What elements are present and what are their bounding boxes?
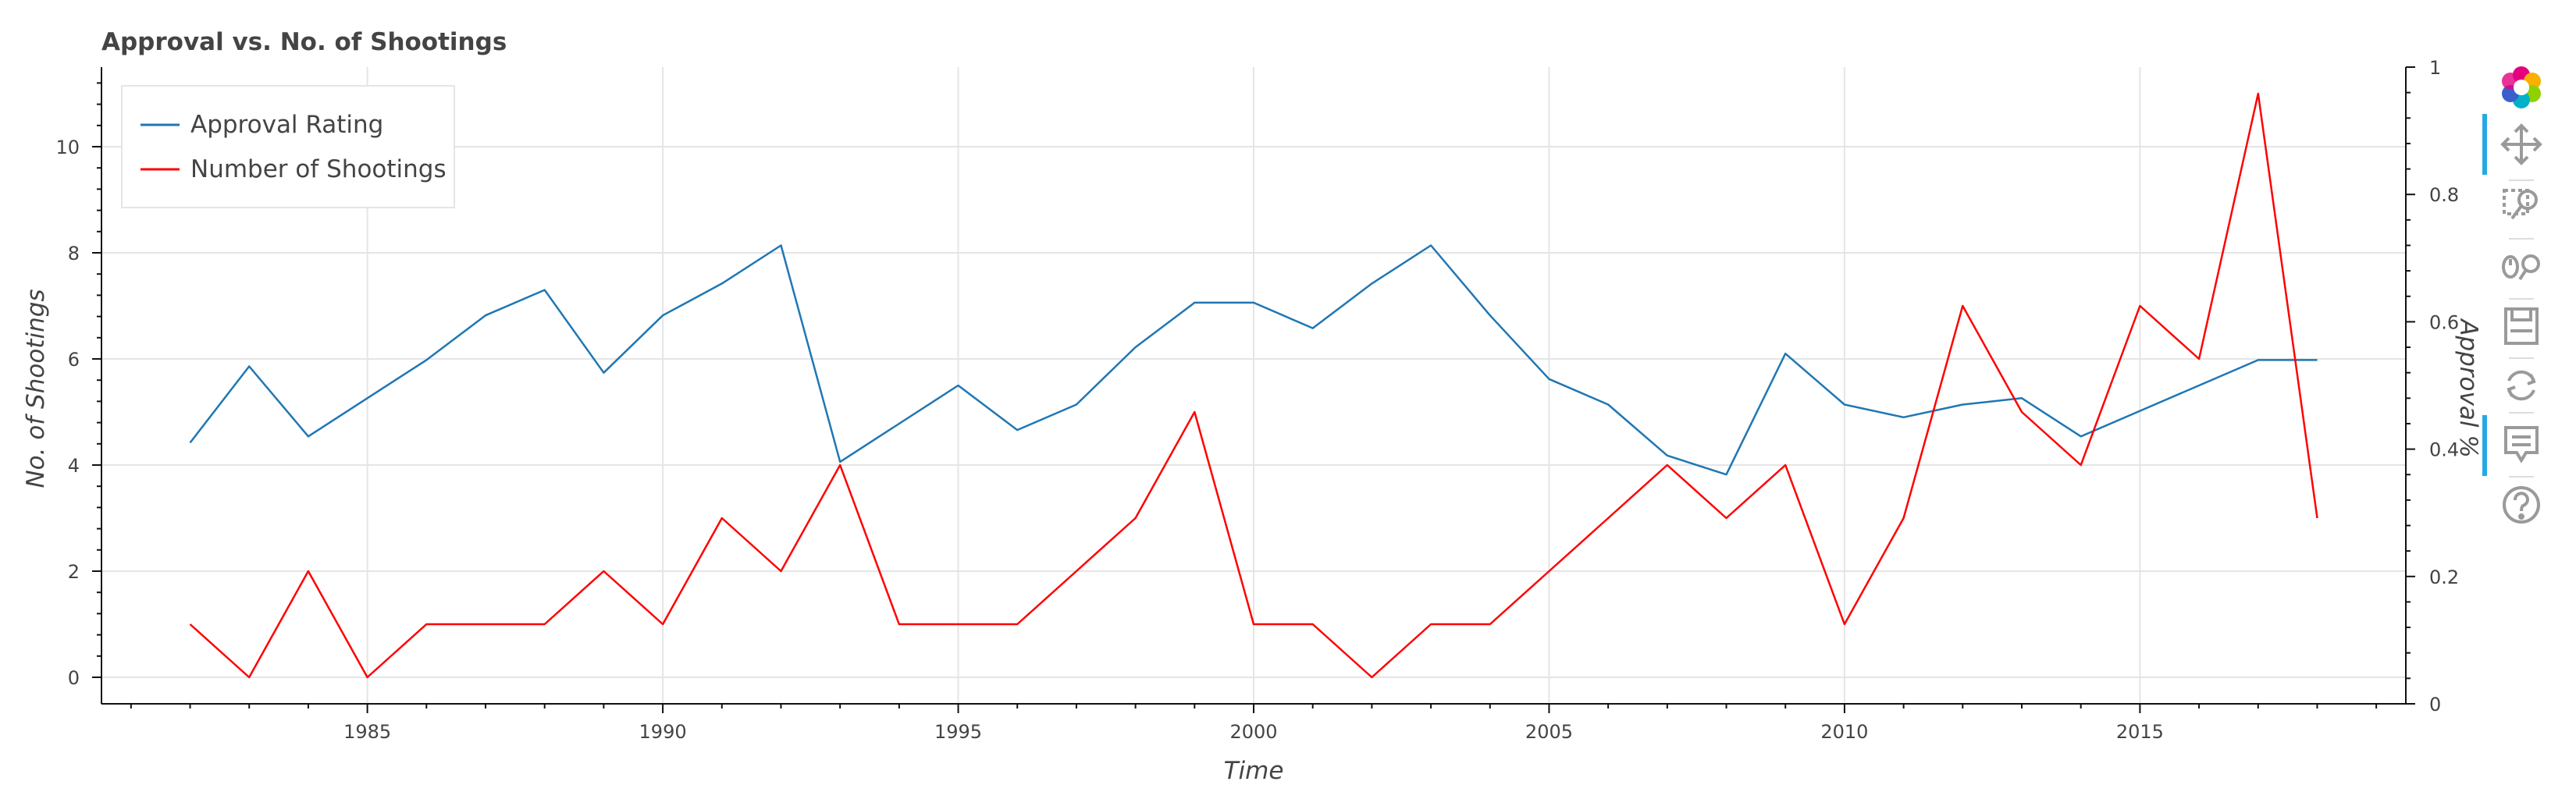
help-tool-icon[interactable] — [2496, 480, 2546, 530]
y2-tick-label: 1 — [2429, 57, 2441, 79]
legend: Approval Rating Number of Shootings — [121, 85, 455, 208]
y2-axis-label: Approval % — [2454, 318, 2482, 458]
pan-tool-icon[interactable] — [2496, 119, 2546, 169]
y-axis-label: No. of Shootings — [22, 289, 50, 488]
x-tick-label: 2000 — [1229, 721, 1277, 743]
legend-label-shootings: Number of Shootings — [190, 155, 447, 183]
x-tick-label: 1990 — [639, 721, 687, 743]
y2-tick-label: 0.2 — [2429, 566, 2459, 588]
y2-tick-label: 0.6 — [2429, 311, 2459, 333]
x-tick-label: 2015 — [2116, 721, 2164, 743]
legend-box — [121, 85, 455, 208]
x-axis-label: Time — [1224, 757, 1284, 785]
axes: 1985 1990 1995 2000 2005 2010 2015 0 2 4 6 8 10 0 0.2 0… — [55, 57, 2459, 743]
y-tick-label: 4 — [68, 455, 80, 477]
grid-lines — [101, 67, 2406, 704]
y-tick-label: 10 — [55, 137, 80, 158]
x-tick-label: 2010 — [1820, 721, 1868, 743]
series-lines — [189, 92, 2318, 679]
y2-tick-label: 0 — [2429, 694, 2441, 716]
y-tick-label: 8 — [68, 243, 80, 265]
legend-item-shootings[interactable]: Number of Shootings — [141, 155, 447, 183]
legend-item-approval[interactable]: Approval Rating — [141, 111, 383, 139]
chart-toolbar — [2482, 55, 2568, 538]
x-tick-label: 2005 — [1525, 721, 1573, 743]
hover-tool-icon[interactable] — [2496, 420, 2546, 470]
box-zoom-tool-icon[interactable] — [2496, 179, 2546, 229]
wheel-zoom-tool-icon[interactable] — [2496, 242, 2546, 292]
x-tick-label: 1985 — [343, 721, 391, 743]
save-tool-icon[interactable] — [2496, 301, 2546, 351]
y-tick-label: 0 — [68, 667, 80, 689]
legend-label-approval: Approval Rating — [190, 111, 383, 139]
x-tick-label: 1995 — [934, 721, 982, 743]
chart-title: Approval vs. No. of Shootings — [101, 28, 507, 56]
bokeh-logo-icon[interactable] — [2496, 62, 2546, 112]
series-line-approval-rating — [189, 244, 2318, 476]
reset-tool-icon[interactable] — [2496, 360, 2546, 410]
series-line-number-of-shootings — [189, 92, 2318, 679]
y-tick-label: 6 — [68, 349, 80, 371]
y2-tick-label: 0.8 — [2429, 184, 2459, 206]
y2-tick-label: 0.4 — [2429, 439, 2459, 461]
y-tick-label: 2 — [68, 561, 80, 583]
